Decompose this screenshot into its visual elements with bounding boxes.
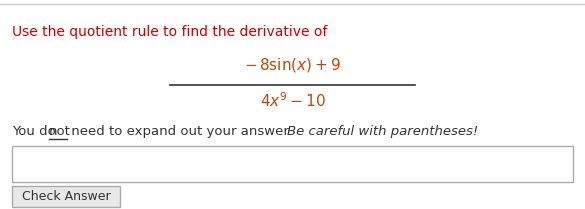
Text: You do: You do xyxy=(12,125,60,138)
FancyBboxPatch shape xyxy=(12,186,120,207)
Text: $-\,8\sin(x) + 9$: $-\,8\sin(x) + 9$ xyxy=(244,56,341,74)
Text: $4x^9 - 10$: $4x^9 - 10$ xyxy=(260,91,325,110)
Text: Use the quotient rule to find the derivative of: Use the quotient rule to find the deriva… xyxy=(12,25,327,39)
FancyBboxPatch shape xyxy=(12,146,573,182)
Text: Check Answer: Check Answer xyxy=(22,190,110,203)
Text: need to expand out your answer.: need to expand out your answer. xyxy=(67,125,295,138)
Text: not: not xyxy=(49,125,70,138)
Text: Be careful with parentheses!: Be careful with parentheses! xyxy=(287,125,478,138)
